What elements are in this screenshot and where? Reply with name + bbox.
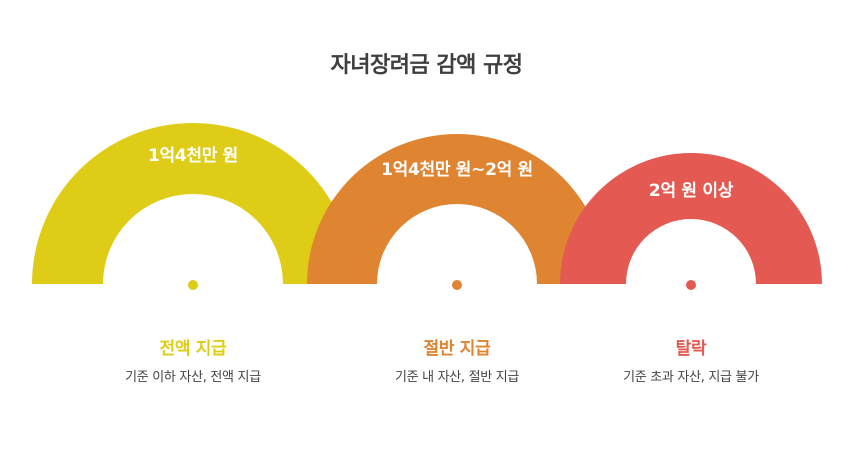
arc-label-excluded: 2억 원 이상 xyxy=(648,181,734,201)
heading-excluded: 탈락 xyxy=(675,339,707,359)
marker-dot-full xyxy=(188,280,198,290)
arc-excluded xyxy=(560,153,822,284)
arc-label-full: 1억4천만 원 xyxy=(147,146,239,166)
arc-half-payment xyxy=(307,134,607,284)
marker-dot-half xyxy=(452,280,462,290)
marker-dot-excluded xyxy=(686,280,696,290)
arc-label-half: 1억4천만 원~2억 원 xyxy=(381,160,533,180)
heading-half-payment: 절반 지급 xyxy=(423,339,491,359)
diagram-title: 자녀장려금 감액 규정 xyxy=(330,53,523,78)
description-excluded: 기준 초과 자산, 지급 불가 xyxy=(623,370,759,385)
arc-full-payment xyxy=(32,123,354,284)
description-half-payment: 기준 내 자산, 절반 지급 xyxy=(394,370,520,385)
description-full-payment: 기준 이하 자산, 전액 지급 xyxy=(125,370,261,385)
heading-full-payment: 전액 지급 xyxy=(159,339,227,359)
